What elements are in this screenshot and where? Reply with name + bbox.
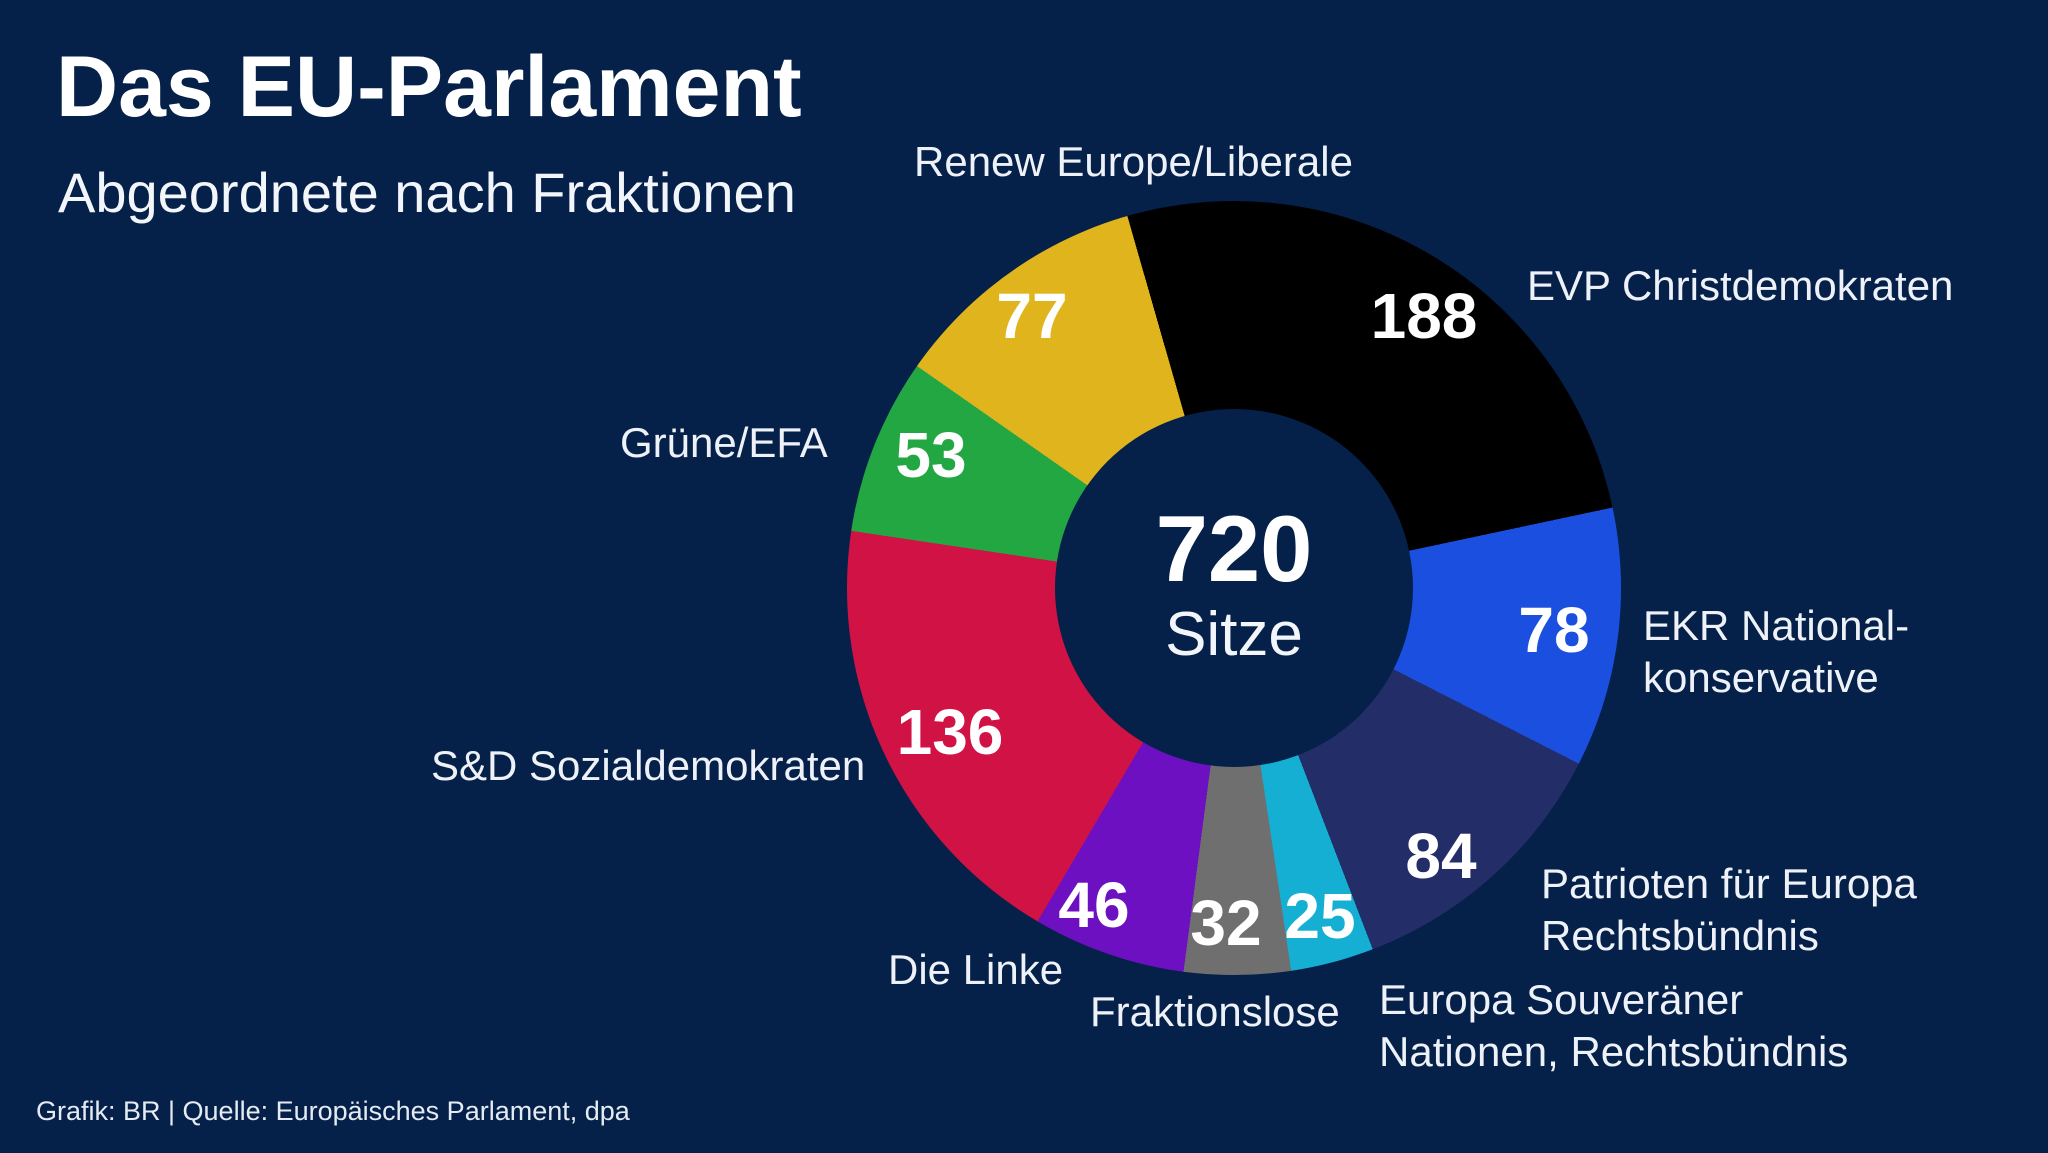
- page-subtitle: Abgeordnete nach Fraktionen: [58, 161, 796, 224]
- segment-label-evp: EVP Christdemokraten: [1527, 262, 1954, 309]
- segment-value-fraktionslose: 32: [1190, 887, 1262, 959]
- chart-center-total: 720: [1155, 496, 1313, 602]
- segment-value-linke: 46: [1058, 869, 1130, 941]
- segment-label-patrioten: Patrioten für Europa Rechtsbündnis: [1541, 860, 1917, 959]
- segment-value-renew: 77: [996, 280, 1068, 352]
- segment-label-sd: S&D Sozialdemokraten: [431, 742, 866, 789]
- segment-label-gruene: Grüne/EFA: [620, 419, 828, 466]
- segment-value-patrioten: 84: [1405, 820, 1477, 892]
- chart-center-unit: Sitze: [1165, 600, 1303, 670]
- segment-value-evp: 188: [1370, 280, 1478, 352]
- page-title: Das EU-Parlament: [56, 39, 802, 135]
- segment-label-renew: Renew Europe/Liberale: [914, 138, 1353, 185]
- segment-value-sd: 136: [896, 696, 1004, 768]
- source-credit: Grafik: BR | Quelle: Europäisches Parlam…: [36, 1096, 630, 1126]
- segment-label-esn: Europa Souveräner Nationen, Rechtsbündni…: [1379, 976, 1849, 1075]
- segment-value-ekr: 78: [1518, 594, 1590, 666]
- segment-value-gruene: 53: [895, 419, 967, 491]
- segment-label-ekr: EKR National- konservative: [1643, 602, 1910, 701]
- donut-center: 720 Sitze: [1055, 409, 1413, 767]
- segment-label-fraktionslose: Fraktionslose: [1090, 988, 1340, 1035]
- segment-value-esn: 25: [1284, 880, 1356, 952]
- segment-label-linke: Die Linke: [888, 946, 1064, 993]
